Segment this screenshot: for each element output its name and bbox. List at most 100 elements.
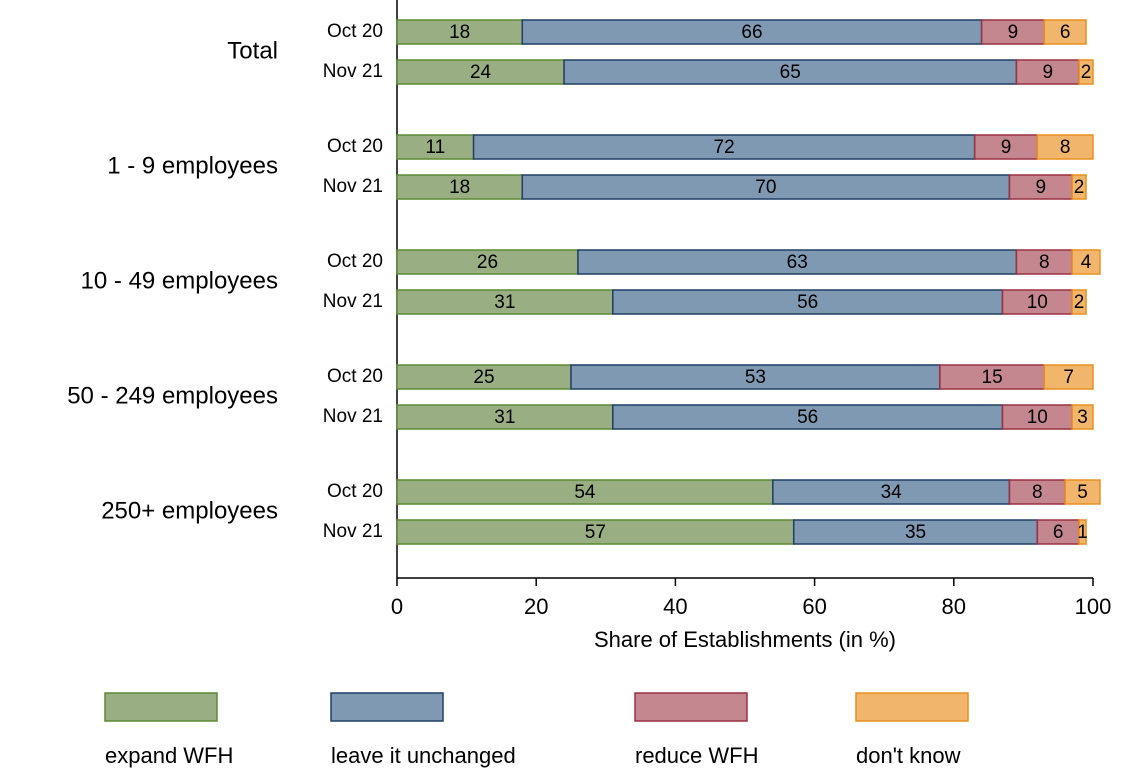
y-tick-label: Oct 20	[327, 136, 383, 157]
data-label: 8	[1039, 252, 1050, 273]
bar-segment	[1078, 59, 1094, 85]
bar-segment	[1071, 249, 1101, 275]
bar-segment	[792, 519, 1039, 545]
data-label: 63	[787, 252, 808, 273]
data-label: 31	[494, 407, 515, 428]
data-label: 9	[1008, 22, 1019, 43]
data-label: 2	[1074, 292, 1085, 313]
bar-segment	[612, 404, 1004, 430]
bar-segment	[1036, 134, 1094, 160]
data-label: 72	[714, 137, 735, 158]
y-tick-label: Nov 21	[323, 176, 383, 197]
legend-label: leave it unchanged	[331, 743, 516, 768]
data-label: 57	[585, 522, 606, 543]
bar-segment	[396, 249, 579, 275]
x-tick-label: 20	[524, 594, 548, 619]
bar-segment	[1015, 59, 1080, 85]
bar-segment	[396, 174, 524, 200]
legend-swatch	[104, 692, 218, 722]
legend-swatch	[330, 692, 444, 722]
data-label: 9	[1001, 137, 1012, 158]
data-label: 31	[494, 292, 515, 313]
y-tick-label: Nov 21	[323, 61, 383, 82]
data-label: 24	[470, 62, 492, 83]
y-tick-label: Oct 20	[327, 481, 383, 502]
bar-segment	[1043, 19, 1087, 45]
data-label: 8	[1032, 482, 1043, 503]
bar-segment	[1071, 289, 1087, 315]
data-label: 6	[1060, 22, 1071, 43]
bar-segment	[577, 249, 1018, 275]
data-label: 2	[1074, 177, 1085, 198]
bar-segment	[772, 479, 1011, 505]
data-label: 53	[745, 367, 766, 388]
x-axis-label: Share of Establishments (in %)	[594, 627, 896, 652]
data-label: 70	[755, 177, 776, 198]
data-label: 6	[1053, 522, 1064, 543]
x-tick-label: 60	[802, 594, 826, 619]
data-label: 8	[1060, 137, 1071, 158]
y-tick-label: Oct 20	[327, 21, 383, 42]
data-label: 18	[449, 177, 470, 198]
data-label: 1	[1077, 522, 1088, 543]
legend-label: don't know	[856, 743, 961, 768]
data-label: 2	[1081, 62, 1092, 83]
bar-segment	[396, 519, 795, 545]
bar-segment	[396, 19, 524, 45]
group-label: Total	[227, 37, 278, 64]
x-tick-label: 0	[391, 594, 403, 619]
data-label: 65	[780, 62, 801, 83]
data-label: 5	[1077, 482, 1088, 503]
bar-segment	[939, 364, 1046, 390]
y-tick-label: Nov 21	[323, 291, 383, 312]
group-label: 1 - 9 employees	[107, 152, 278, 179]
data-label: 35	[905, 522, 926, 543]
data-label: 11	[425, 137, 445, 158]
group-label: 10 - 49 employees	[81, 267, 278, 294]
x-tick-label: 40	[663, 594, 687, 619]
y-tick-label: Oct 20	[327, 251, 383, 272]
bar-segment	[1043, 364, 1094, 390]
group-label: 250+ employees	[101, 497, 278, 524]
legend-swatch	[634, 692, 748, 722]
y-tick-label: Nov 21	[323, 521, 383, 542]
bar-segment	[521, 174, 1011, 200]
data-label: 3	[1077, 407, 1088, 428]
bar-segment	[1008, 479, 1066, 505]
data-label: 25	[473, 367, 494, 388]
x-tick-label: 80	[942, 594, 966, 619]
data-label: 26	[477, 252, 498, 273]
bar-segment	[1071, 404, 1094, 430]
legend-label: expand WFH	[105, 743, 233, 768]
data-label: 9	[1042, 62, 1053, 83]
data-label: 56	[797, 292, 818, 313]
bar-segment	[612, 289, 1004, 315]
data-label: 10	[1027, 407, 1048, 428]
data-label: 7	[1063, 367, 1074, 388]
bar-segment	[563, 59, 1018, 85]
legend-label: reduce WFH	[635, 743, 758, 768]
group-label: 50 - 249 employees	[67, 382, 278, 409]
data-label: 54	[574, 482, 596, 503]
data-label: 15	[982, 367, 1003, 388]
bar-segment	[396, 364, 572, 390]
data-label: 4	[1081, 252, 1092, 273]
bar-segment	[472, 134, 976, 160]
data-label: 18	[449, 22, 470, 43]
bar-segment	[1071, 174, 1087, 200]
bar-segment	[1008, 174, 1073, 200]
bar-segment	[521, 19, 983, 45]
bar-segment	[396, 404, 614, 430]
data-label: 56	[797, 407, 818, 428]
legend-swatch	[855, 692, 969, 722]
bar-segment	[1078, 519, 1087, 545]
x-tick-label: 100	[1075, 594, 1112, 619]
y-tick-label: Nov 21	[323, 406, 383, 427]
data-label: 34	[881, 482, 903, 503]
data-label: 66	[741, 22, 762, 43]
bar-segment	[1064, 479, 1101, 505]
bar-segment	[1015, 249, 1073, 275]
y-tick-label: Oct 20	[327, 366, 383, 387]
data-label: 9	[1036, 177, 1047, 198]
